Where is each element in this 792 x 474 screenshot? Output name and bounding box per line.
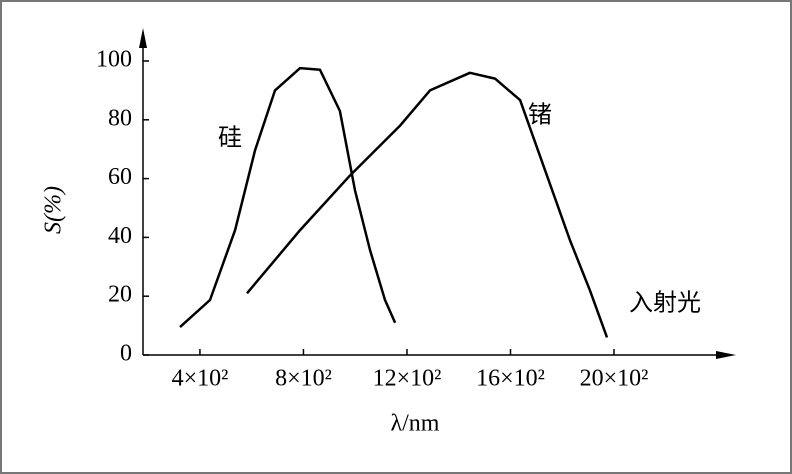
y-axis-label: S(%) [41, 186, 67, 234]
x-tick-label: 20×10² [580, 366, 649, 392]
x-tick-label: 16×10² [476, 366, 545, 392]
line [246, 71, 609, 338]
series-label: 锗 [528, 102, 552, 129]
y-arrow [139, 28, 147, 48]
y-tick-label: 0 [120, 341, 132, 367]
x-arrow [716, 351, 736, 359]
x-tick-label: 12×10² [373, 366, 442, 392]
y-tick-label: 60 [108, 164, 132, 190]
x-axis-label: λ/nm [391, 411, 440, 437]
annotation: 入射光 [629, 290, 701, 317]
y-tick-label: 100 [96, 47, 132, 73]
line [179, 66, 397, 329]
series-label: 硅 [218, 125, 242, 152]
y-tick-label: 40 [108, 223, 132, 249]
x-tick-label: 4×10² [172, 366, 229, 392]
y-tick-label: 80 [108, 105, 132, 131]
x-tick-label: 8×10² [275, 366, 332, 392]
y-tick-label: 20 [108, 282, 132, 308]
